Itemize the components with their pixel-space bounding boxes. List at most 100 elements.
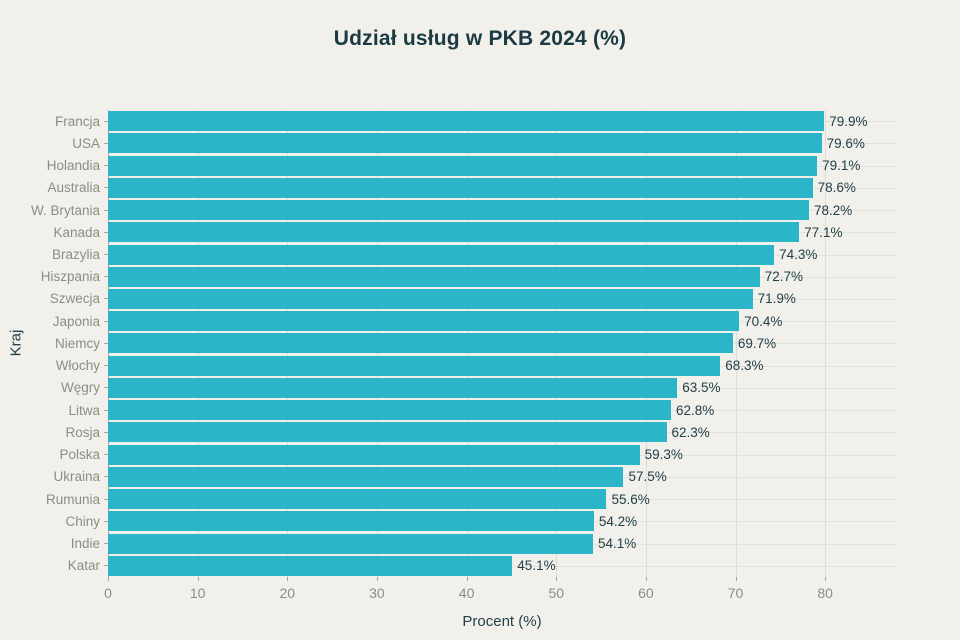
- bar-row: 62.3%: [108, 421, 896, 443]
- category-label: Japonia: [0, 310, 108, 332]
- category-label: Australia: [0, 177, 108, 199]
- x-tick-mark: [466, 577, 468, 581]
- bar-row: 59.3%: [108, 444, 896, 466]
- x-tick-label: 30: [369, 585, 385, 601]
- bar: [108, 377, 678, 398]
- bar: [108, 422, 667, 443]
- category-label: Francja: [0, 110, 108, 132]
- category-label: Węgry: [0, 377, 108, 399]
- value-label: 54.2%: [598, 513, 638, 529]
- bar-row: 78.2%: [108, 199, 896, 221]
- bar-row: 74.3%: [108, 243, 896, 265]
- bar: [108, 155, 818, 176]
- x-tick-label: 0: [104, 585, 112, 601]
- category-label: Rosja: [0, 421, 108, 443]
- category-label: Brazylia: [0, 243, 108, 265]
- value-label: 71.9%: [757, 291, 796, 307]
- value-label: 79.9%: [829, 113, 868, 129]
- bar-row: 45.1%: [108, 555, 896, 577]
- value-label: 74.3%: [779, 247, 818, 263]
- chart-title: Udział usług w PKB 2024 (%): [333, 27, 627, 50]
- bar: [108, 333, 733, 354]
- bar-row: 78.6%: [108, 177, 896, 199]
- value-label: 54.1%: [597, 536, 637, 552]
- bar: [108, 111, 825, 132]
- category-label: Rumunia: [0, 488, 108, 510]
- bar-row: 57.5%: [108, 466, 896, 488]
- value-label: 79.1%: [822, 158, 861, 174]
- category-label: Chiny: [0, 510, 108, 532]
- plot-area: 79.9% 79.6% 79.1% 78.6% 78.2% 77.1% 74.3% 72.7%…: [108, 110, 896, 577]
- value-label: 78.2%: [814, 202, 853, 218]
- bar-row: 72.7%: [108, 266, 896, 288]
- x-tick-label: 80: [817, 585, 833, 601]
- bar-row: 54.1%: [108, 532, 896, 554]
- category-label: Indie: [0, 532, 108, 554]
- bar: [108, 444, 640, 465]
- value-label: 55.6%: [611, 491, 650, 507]
- bar-row: 55.6%: [108, 488, 896, 510]
- x-tick-mark: [735, 577, 737, 581]
- value-label: 78.6%: [817, 180, 856, 196]
- bar: [108, 200, 810, 221]
- category-label: Kanada: [0, 221, 108, 243]
- x-tick-label: 10: [189, 585, 206, 601]
- category-label: Szwecja: [0, 288, 108, 310]
- value-label: 68.3%: [725, 358, 764, 374]
- category-label: Niemcy: [0, 332, 108, 354]
- category-label: Włochy: [0, 355, 108, 377]
- category-label: Holandia: [0, 154, 108, 176]
- bar: [108, 511, 594, 532]
- bar: [108, 222, 800, 243]
- x-tick-label: 60: [638, 585, 654, 601]
- value-label: 62.3%: [671, 424, 710, 440]
- bar: [108, 177, 813, 198]
- x-axis-title: Procent (%): [462, 613, 542, 630]
- value-label: 69.7%: [737, 335, 777, 351]
- bar-row: 79.6%: [108, 132, 896, 154]
- category-label: Ukraina: [0, 466, 108, 488]
- bar: [108, 555, 513, 576]
- category-label: USA: [0, 132, 108, 154]
- bar: [108, 244, 775, 265]
- x-tick-mark: [197, 577, 199, 581]
- value-label: 79.6%: [826, 135, 865, 151]
- bar-row: 62.8%: [108, 399, 896, 421]
- bar: [108, 266, 760, 287]
- x-tick-mark: [556, 577, 558, 581]
- bar-row: 79.9%: [108, 110, 896, 132]
- category-label: Katar: [0, 555, 108, 577]
- x-tick-label: 70: [727, 585, 744, 601]
- value-label: 63.5%: [682, 380, 721, 396]
- bar: [108, 288, 753, 309]
- x-tick-mark: [108, 577, 109, 581]
- value-label: 62.8%: [675, 402, 715, 418]
- value-label: 59.3%: [644, 447, 683, 463]
- x-tick-mark: [376, 577, 378, 581]
- x-axis: 0 10 20 30 40 50 60 70 80: [104, 577, 896, 607]
- x-tick-mark: [287, 577, 289, 581]
- bar-row: 68.3%: [108, 355, 896, 377]
- bar: [108, 533, 593, 554]
- bar: [108, 489, 607, 510]
- bar-row: 79.1%: [108, 154, 896, 176]
- bar-row: 63.5%: [108, 377, 896, 399]
- x-tick-label: 20: [279, 585, 296, 601]
- bar-row: 69.7%: [108, 332, 896, 354]
- x-tick-label: 50: [548, 585, 565, 601]
- x-tick-mark: [825, 577, 827, 581]
- bar: [108, 400, 671, 421]
- category-axis: Francja USA Holandia Australia W. Brytania Ka…: [0, 110, 108, 577]
- category-label: Litwa: [0, 399, 108, 421]
- bar: [108, 466, 624, 487]
- value-label: 70.4%: [744, 313, 783, 329]
- value-label: 77.1%: [804, 224, 843, 240]
- bar-row: 77.1%: [108, 221, 896, 243]
- x-tick-mark: [645, 577, 647, 581]
- bar-row: 71.9%: [108, 288, 896, 310]
- category-label: Hiszpania: [0, 266, 108, 288]
- category-label: Polska: [0, 444, 108, 466]
- bar-row: 70.4%: [108, 310, 896, 332]
- value-label: 72.7%: [764, 269, 804, 285]
